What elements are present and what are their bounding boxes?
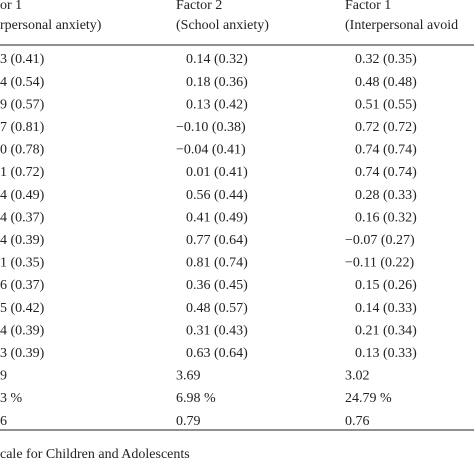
table-cell: 0.41 (0.49) <box>186 210 248 225</box>
table-cell: 4 (0.39) <box>0 323 45 338</box>
table-cell: 0.18 (0.36) <box>186 75 248 90</box>
table-cell: 0.16 (0.32) <box>355 210 417 225</box>
table-cell: 0.13 (0.33) <box>355 346 417 361</box>
table-cell: 0.36 (0.45) <box>186 278 248 293</box>
table-cell: 3 (0.41) <box>0 52 45 67</box>
table-cell: 3.02 <box>345 369 370 384</box>
column-header: Factor 2 <box>176 0 222 13</box>
table-cell: 6 <box>0 414 7 429</box>
table-cell: −0.10 (0.38) <box>176 120 246 135</box>
table-cell: 0.14 (0.32) <box>186 52 248 67</box>
table-cell: 0.28 (0.33) <box>355 188 417 203</box>
column-header: or 1 <box>0 0 22 13</box>
table-cell: 0.32 (0.35) <box>355 52 417 67</box>
table-cell: −0.07 (0.27) <box>345 233 415 248</box>
table-cell: 0.74 (0.74) <box>355 143 417 158</box>
table-cell: 4 (0.49) <box>0 188 45 203</box>
table-cell: 0.77 (0.64) <box>186 233 248 248</box>
table-cell: 0.48 (0.48) <box>355 75 417 90</box>
table-cell: 0.13 (0.42) <box>186 97 248 112</box>
table-cell: 6.98 % <box>176 391 216 406</box>
table-cell: 1 (0.72) <box>0 165 45 180</box>
footnote: cale for Children and Adolescents <box>0 447 190 462</box>
table-cell: 0.31 (0.43) <box>186 323 248 338</box>
table-cell: 4 (0.37) <box>0 210 45 225</box>
table-cell: 5 (0.42) <box>0 301 45 316</box>
table-cell: 4 (0.39) <box>0 233 45 248</box>
table-cell: 7 (0.81) <box>0 120 45 135</box>
table-cell: −0.11 (0.22) <box>345 256 415 271</box>
table-cell: 6 (0.37) <box>0 278 45 293</box>
column-header: (School anxiety) <box>176 18 269 33</box>
table-cell: 3 (0.39) <box>0 346 45 361</box>
table-cell: 9 <box>0 369 7 384</box>
table-cell: 0.76 <box>345 414 370 429</box>
table-cell: 9 (0.57) <box>0 97 45 112</box>
table-cell: 0.01 (0.41) <box>186 165 248 180</box>
column-header: (Interpersonal avoid <box>345 18 458 33</box>
table-cell: 0.14 (0.33) <box>355 301 417 316</box>
table-cell: −0.04 (0.41) <box>176 143 246 158</box>
table-cell: 0.21 (0.34) <box>355 323 417 338</box>
table-cell: 3.69 <box>176 369 201 384</box>
table-cell: 0.74 (0.74) <box>355 165 417 180</box>
table-cell: 0.79 <box>176 414 201 429</box>
table-cell: 0.48 (0.57) <box>186 301 248 316</box>
table-cell: 0.56 (0.44) <box>186 188 248 203</box>
table-cell: 0.15 (0.26) <box>355 278 417 293</box>
table-cell: 0.63 (0.64) <box>186 346 248 361</box>
table-cell: 0.81 (0.74) <box>186 256 248 271</box>
table-cell: 1 (0.35) <box>0 256 45 271</box>
table-cell: 0.72 (0.72) <box>355 120 417 135</box>
table-cell: 0 (0.78) <box>0 143 45 158</box>
table-cell: 0.51 (0.55) <box>355 97 417 112</box>
column-header: rpersonal anxiety) <box>0 18 102 33</box>
table-cell: 3 % <box>0 391 23 406</box>
table-cell: 4 (0.54) <box>0 75 45 90</box>
table-cell: 24.79 % <box>345 391 392 406</box>
column-header: Factor 1 <box>345 0 391 13</box>
